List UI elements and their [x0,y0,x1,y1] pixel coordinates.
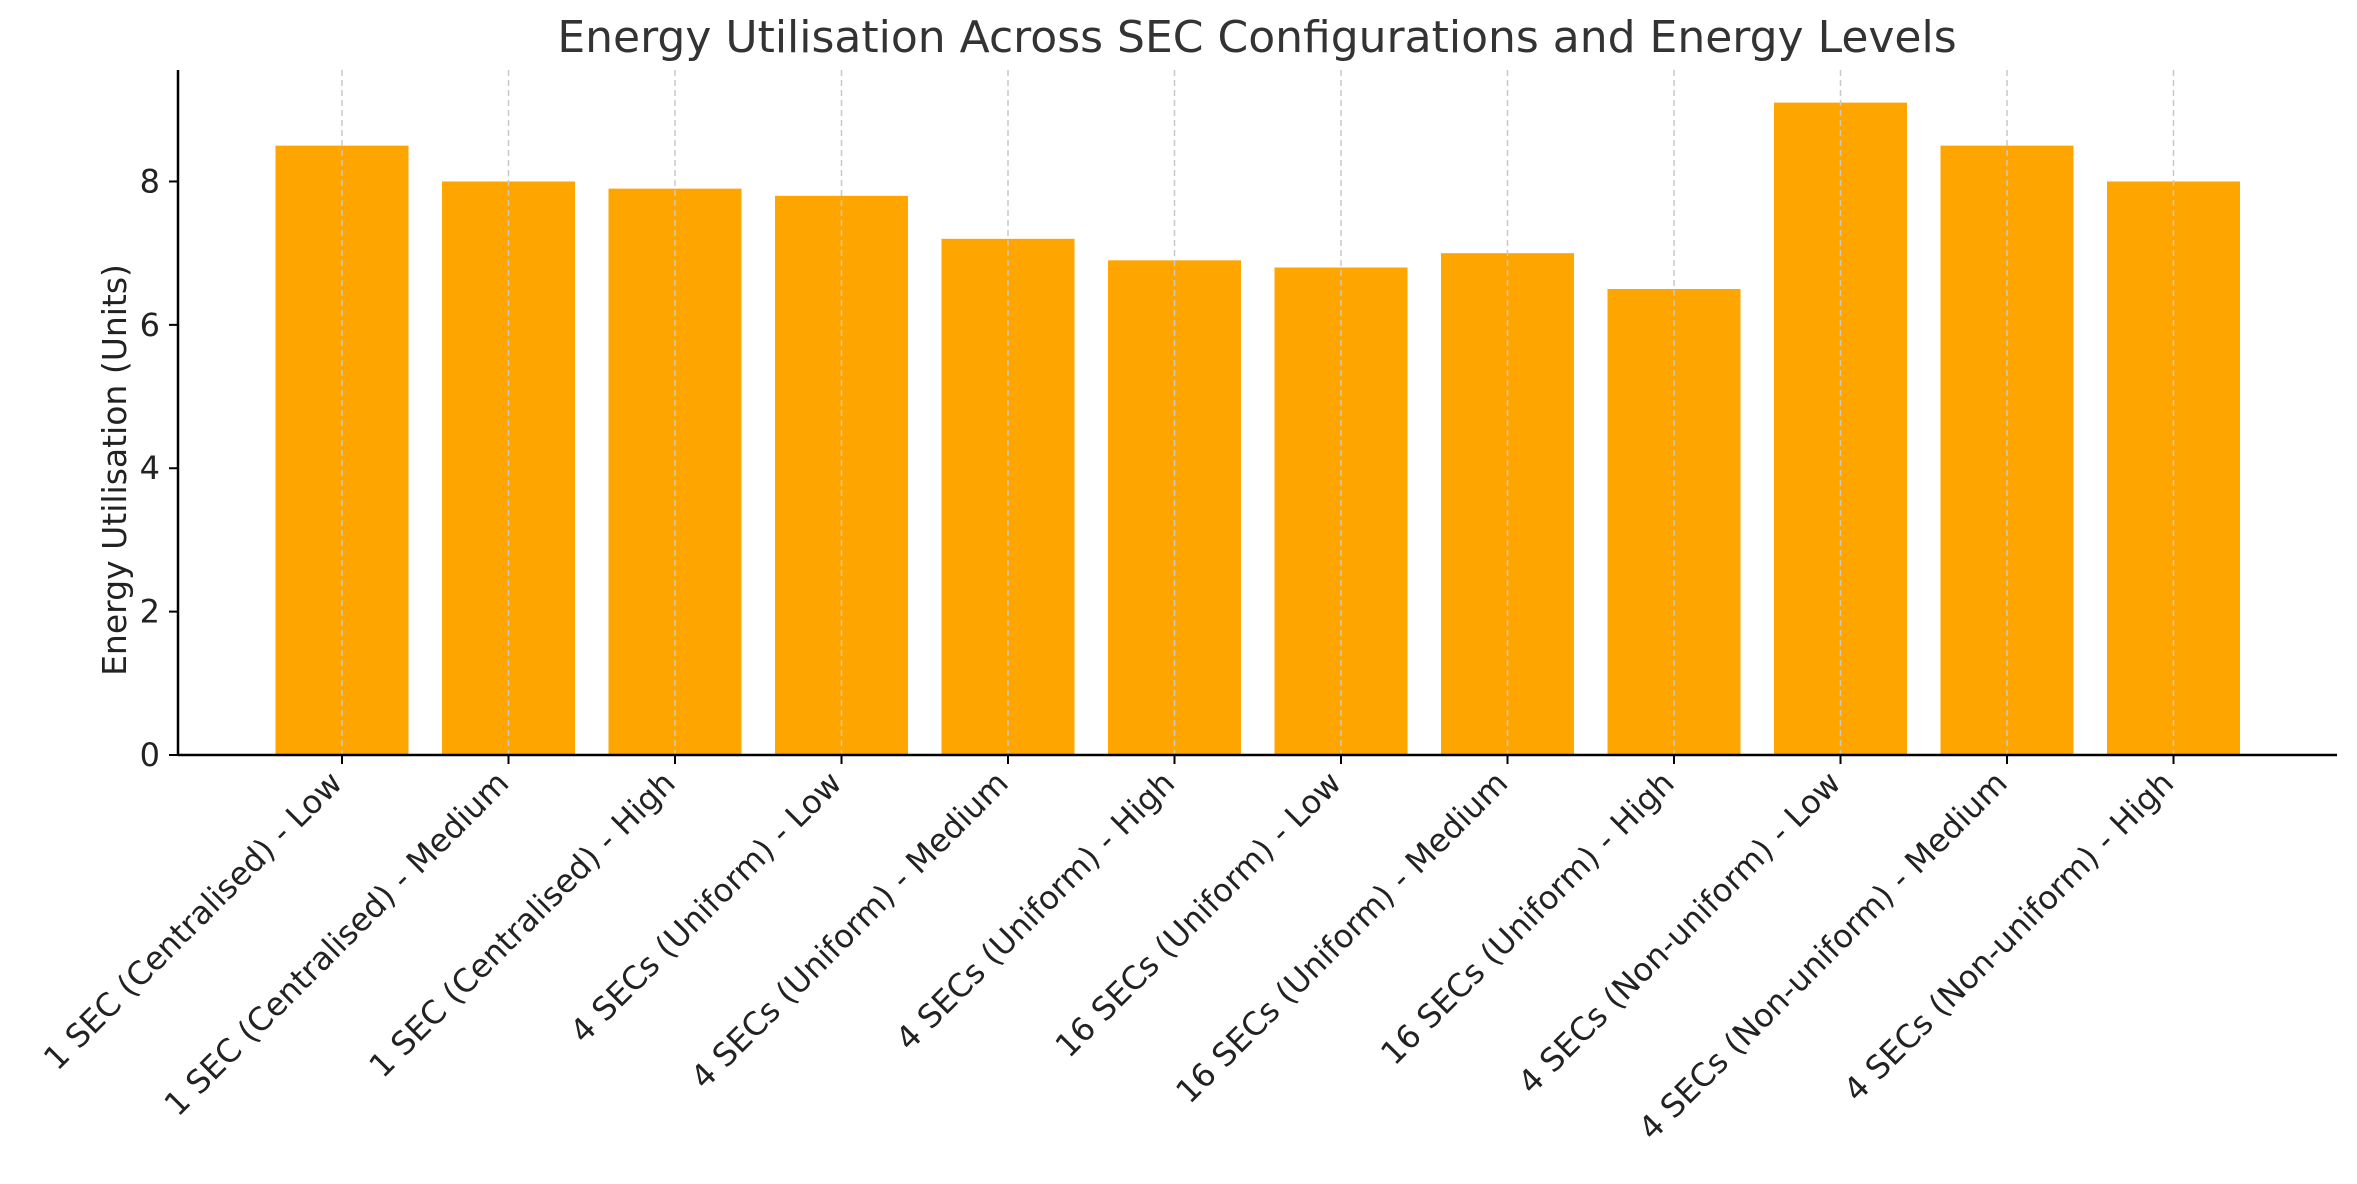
y-tick-label: 6 [140,306,160,344]
bar-5 [941,238,1075,756]
x-tick-label: 4 SECs (Non-uniform) - High [1836,764,2181,1109]
x-tick-label: 16 SECs (Uniform) - Low [1048,764,1349,1065]
x-tick-label: 4 SECs (Uniform) - High [888,764,1182,1058]
axes [176,70,2337,757]
y-axis-label: Energy Utilisation (Units) [95,264,134,676]
x-tick-label: 1 SEC (Centralised) - High [362,764,683,1085]
chart-title: Energy Utilisation Across SEC Configurat… [557,12,1956,63]
x-tick-label: 16 SECs (Uniform) - High [1373,764,1681,1072]
x-tick-label: 1 SEC (Centralised) - Low [36,764,350,1078]
bars [275,102,2240,756]
x-tick-label: 4 SECs (Non-uniform) - Low [1510,764,1848,1102]
x-tick-label: 4 SECs (Non-uniform) - Medium [1631,764,2015,1148]
x-tick-label: 4 SECs (Uniform) - Low [563,764,850,1051]
y-tick-label: 4 [140,449,160,487]
y-tick-label: 2 [140,593,160,631]
x-tick-label: 16 SECs (Uniform) - Medium [1168,764,1515,1111]
bar-12 [2107,181,2240,756]
y-tick-label: 8 [140,162,160,200]
bar-2 [442,181,575,756]
grid-lines [341,70,2175,755]
x-tick-label: 4 SECs (Uniform) - Medium [683,764,1016,1097]
y-tick-label: 0 [140,736,160,774]
x-tick-label: 1 SEC (Centralised) - Medium [157,764,517,1124]
